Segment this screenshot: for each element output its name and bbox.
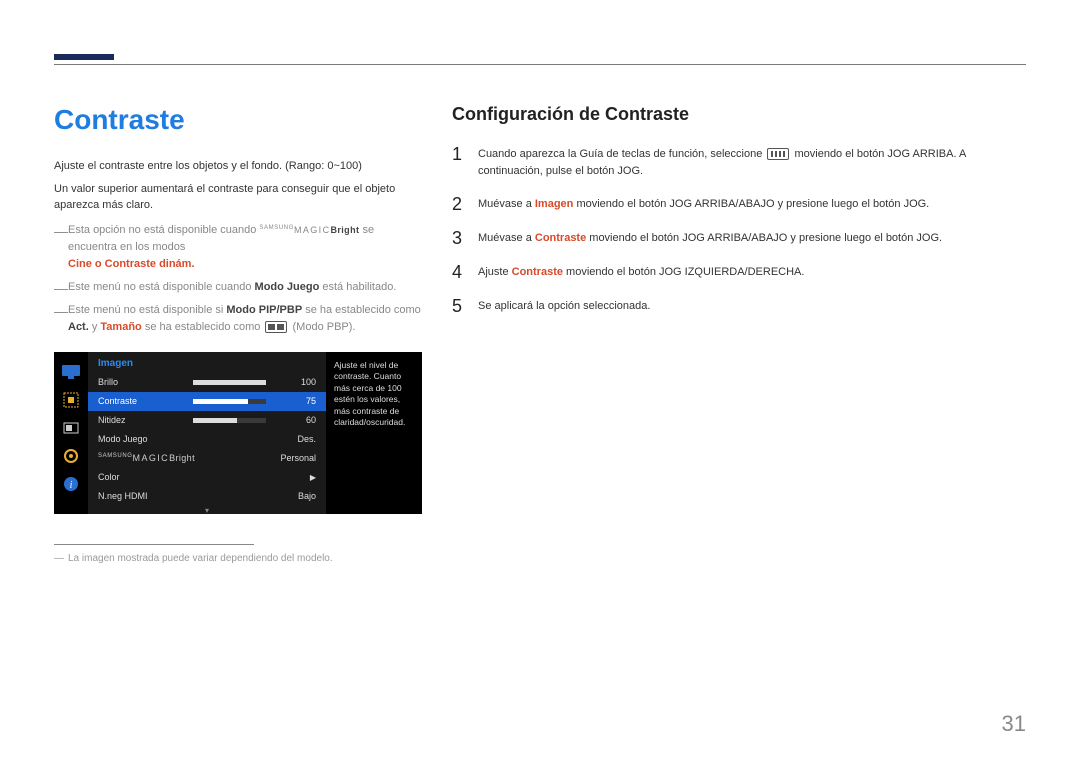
picture-icon [61,390,81,410]
footnote: ―La imagen mostrada puede variar dependi… [54,553,422,564]
chapter-mark [54,54,114,60]
pbp-icon [265,321,287,333]
note-2: ― Este menú no está disponible cuando Mo… [54,279,422,296]
osd-scroll-arrow: ▾ [88,506,326,517]
osd-row: Color▶ [88,468,326,487]
monitor-icon [61,362,81,382]
menu-icon [767,148,789,160]
config-subtitle: Configuración de Contraste [452,104,1026,125]
display-icon [61,418,81,438]
osd-row: Brillo100 [88,373,326,392]
settings-icon [61,446,81,466]
intro-p1: Ajuste el contraste entre los objetos y … [54,158,422,175]
note-1: ― Esta opción no está disponible cuando … [54,222,422,273]
info-icon: i [61,474,81,494]
svg-text:i: i [70,480,73,491]
osd-row: SAMSUNGMAGICBrightPersonal [88,449,326,468]
osd-tooltip: Ajuste el nivel de contraste. Cuanto más… [326,352,422,514]
right-column: Configuración de Contraste 1 Cuando apar… [452,104,1026,564]
step-4: 4 Ajuste Contraste moviendo el botón JOG… [452,263,1026,281]
step-1: 1 Cuando aparezca la Guía de teclas de f… [452,145,1026,179]
osd-row: Modo JuegoDes. [88,430,326,449]
osd-menu: i Imagen Brillo100Contraste75Nitidez60Mo… [54,352,422,514]
step-2: 2 Muévase a Imagen moviendo el botón JOG… [452,195,1026,213]
intro-p2: Un valor superior aumentará el contraste… [54,181,422,214]
section-title: Contraste [54,104,422,136]
page-number: 31 [1002,711,1026,737]
osd-row: Nitidez60 [88,411,326,430]
step-5: 5 Se aplicará la opción seleccionada. [452,297,1026,315]
osd-row: N.neg HDMIBajo [88,487,326,506]
osd-header: Imagen [88,352,326,373]
osd-sidebar: i [54,352,88,514]
left-column: Contraste Ajuste el contraste entre los … [54,104,422,564]
osd-row: Contraste75 [88,392,326,411]
note-3: ― Este menú no está disponible si Modo P… [54,302,422,336]
step-3: 3 Muévase a Contraste moviendo el botón … [452,229,1026,247]
